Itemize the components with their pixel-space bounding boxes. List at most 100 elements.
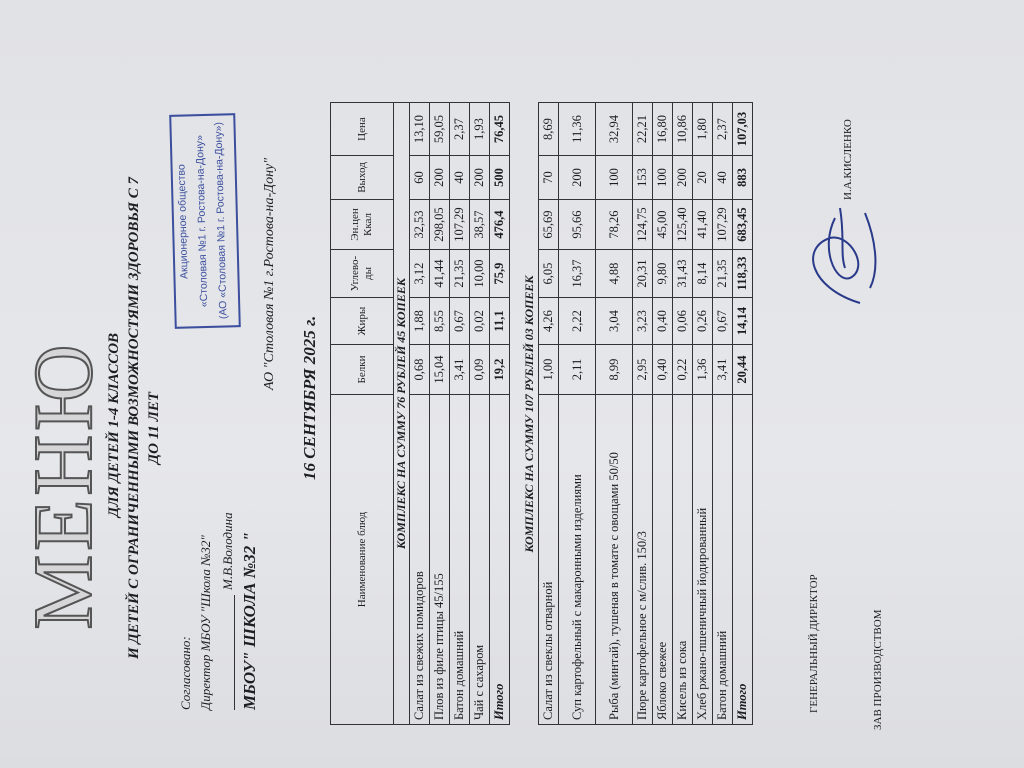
complex-title: КОМПЛЕКС НА СУММУ 107 РУБЛЕЙ 03 КОПЕЕК bbox=[522, 275, 536, 553]
complex-title-row: КОМПЛЕКС НА СУММУ 76 РУБЛЕЙ 45 КОПЕЕК bbox=[393, 102, 410, 725]
protein-cell: 0,40 bbox=[652, 344, 673, 395]
price-cell: 107,03 bbox=[732, 102, 753, 156]
dish-name: Яблоко свежее bbox=[652, 394, 673, 725]
complex-title: КОМПЛЕКС НА СУММУ 76 РУБЛЕЙ 45 КОПЕЕК bbox=[393, 102, 410, 725]
total-row: Итого 19,2 11,1 75,9 476,4 500 76,45 bbox=[489, 102, 510, 725]
yield-cell: 60 bbox=[409, 155, 430, 200]
dish-name: Салат из свежих помидоров bbox=[409, 394, 430, 725]
yield-cell: 100 bbox=[652, 155, 673, 200]
price-cell: 8,69 bbox=[538, 102, 559, 156]
dish-name: Пюре картофельное с м/слив. 150/3 bbox=[632, 394, 653, 725]
approval-school: МБОУ" ШКОЛА №32 " bbox=[240, 532, 259, 710]
table-row: Салат из свеклы отварной 1,00 4,26 6,05 65,6… bbox=[538, 102, 559, 725]
dish-name: Итого bbox=[732, 394, 753, 725]
fat-cell: 11,1 bbox=[489, 297, 510, 345]
dish-name: Плов из филе птицы 45/155 bbox=[429, 394, 450, 725]
table-row: Плов из филе птицы 45/155 15,04 8,55 41,44 2… bbox=[429, 102, 450, 725]
protein-cell: 20,44 bbox=[732, 344, 753, 395]
header-price: Цена bbox=[330, 102, 394, 156]
yield-cell: 200 bbox=[558, 155, 596, 200]
yield-cell: 70 bbox=[538, 155, 559, 200]
header-yield: Выход bbox=[330, 155, 394, 200]
header-carbs: Углево-ды bbox=[330, 249, 394, 298]
header-protein: Белки bbox=[330, 344, 394, 395]
fat-cell: 0,67 bbox=[449, 297, 470, 345]
subtitle-line-1: ДЛЯ ДЕТЕЙ 1-4 КЛАССОВ bbox=[106, 332, 122, 518]
header-energy: Эн.цен Ккал bbox=[330, 199, 394, 250]
table-row: Батон домашний 3,41 0,67 21,35 107,29 40 2,37 bbox=[449, 102, 470, 725]
energy-cell: 124,75 bbox=[632, 199, 653, 250]
total-row: Итого 20,44 14,14 118,33 683,45 883 107,03 bbox=[732, 102, 753, 725]
price-cell: 59,05 bbox=[429, 102, 450, 156]
energy-cell: 107,29 bbox=[712, 199, 733, 250]
yield-cell: 500 bbox=[489, 155, 510, 200]
menu-title: МЕНЮ bbox=[16, 340, 111, 631]
protein-cell: 2,95 bbox=[632, 344, 653, 395]
table-row: Чай с сахаром 0,09 0,02 10,00 38,57 200 1,93 bbox=[469, 102, 490, 725]
carbs-cell: 6,05 bbox=[538, 249, 559, 298]
table-header: Наименование блюд Белки Жиры Углево-ды Э… bbox=[330, 102, 394, 725]
price-cell: 16,80 bbox=[652, 102, 673, 156]
company-name: АО "Столовая №1 г.Ростова-на-Дону" bbox=[262, 157, 277, 390]
energy-cell: 65,69 bbox=[538, 199, 559, 250]
dish-name: Салат из свеклы отварной bbox=[538, 394, 559, 725]
dish-name: Хлеб ржано-пшеничный йодированный bbox=[692, 394, 713, 725]
signature-line bbox=[234, 595, 235, 710]
price-cell: 32,94 bbox=[595, 102, 633, 156]
energy-cell: 95,66 bbox=[558, 199, 596, 250]
protein-cell: 3,41 bbox=[712, 344, 733, 395]
protein-cell: 1,36 bbox=[692, 344, 713, 395]
protein-cell: 0,68 bbox=[409, 344, 430, 395]
director-name: И.А.КИСЛЕНКО bbox=[842, 119, 854, 200]
subtitle-line-2: И ДЕТЕЙ С ОГРАНИЧЕННЫМИ ВОЗМОЖНОСТЯМИ ЗД… bbox=[126, 177, 142, 659]
table-row: Салат из свежих помидоров 0,68 1,88 3,12 32,… bbox=[409, 102, 430, 725]
header-name: Наименование блюд bbox=[330, 394, 394, 725]
dish-name: Рыба (минтай), тушеная в томате с овощам… bbox=[595, 394, 633, 725]
dish-name: Итого bbox=[489, 394, 510, 725]
fat-cell: 3,23 bbox=[632, 297, 653, 345]
price-cell: 1,80 bbox=[692, 102, 713, 156]
header-fat: Жиры bbox=[330, 297, 394, 345]
table-row: Рыба (минтай), тушеная в томате с овощам… bbox=[595, 102, 633, 725]
price-cell: 11,36 bbox=[558, 102, 596, 156]
carbs-cell: 75,9 bbox=[489, 249, 510, 298]
fat-cell: 3,04 bbox=[595, 297, 633, 345]
complex-1-rows: Салат из свежих помидоров 0,68 1,88 3,12 32,… bbox=[409, 102, 510, 725]
dish-name: Чай с сахаром bbox=[469, 394, 490, 725]
carbs-cell: 3,12 bbox=[409, 249, 430, 298]
yield-cell: 20 bbox=[692, 155, 713, 200]
subtitle-line-3: ДО 11 ЛЕТ bbox=[146, 391, 162, 465]
carbs-cell: 21,35 bbox=[712, 249, 733, 298]
production-label: ЗАВ ПРОИЗВОДСТВОМ bbox=[872, 609, 884, 731]
energy-cell: 32,53 bbox=[409, 199, 430, 250]
price-cell: 76,45 bbox=[489, 102, 510, 156]
dish-name: Кисель из сока bbox=[672, 394, 693, 725]
energy-cell: 78,26 bbox=[595, 199, 633, 250]
table-row: Пюре картофельное с м/слив. 150/3 2,95 3,2… bbox=[632, 102, 653, 725]
yield-cell: 100 bbox=[595, 155, 633, 200]
energy-cell: 476,4 bbox=[489, 199, 510, 250]
fat-cell: 14,14 bbox=[732, 297, 753, 345]
dish-name: Суп картофельный с макаронными изделиями bbox=[558, 394, 596, 725]
menu-table-2: Салат из свеклы отварной 1,00 4,26 6,05 65,6… bbox=[538, 102, 753, 725]
carbs-cell: 118,33 bbox=[732, 249, 753, 298]
fat-cell: 0,06 bbox=[672, 297, 693, 345]
protein-cell: 15,04 bbox=[429, 344, 450, 395]
dish-name: Батон домашний bbox=[449, 394, 470, 725]
table-row: Хлеб ржано-пшеничный йодированный 1,36 0,2… bbox=[692, 102, 713, 725]
dish-name: Батон домашний bbox=[712, 394, 733, 725]
protein-cell: 8,99 bbox=[595, 344, 633, 395]
approval-label: Согласовано: bbox=[178, 636, 193, 710]
carbs-cell: 21,35 bbox=[449, 249, 470, 298]
fat-cell: 0,67 bbox=[712, 297, 733, 345]
table-row: Батон домашний 3,41 0,67 21,35 107,29 40 2,37 bbox=[712, 102, 733, 725]
table-row: Кисель из сока 0,22 0,06 31,43 125,40 200 10,8… bbox=[672, 102, 693, 725]
carbs-cell: 9,80 bbox=[652, 249, 673, 298]
protein-cell: 1,00 bbox=[538, 344, 559, 395]
yield-cell: 883 bbox=[732, 155, 753, 200]
energy-cell: 298,05 bbox=[429, 199, 450, 250]
carbs-cell: 16,37 bbox=[558, 249, 596, 298]
carbs-cell: 31,43 bbox=[672, 249, 693, 298]
table-row: Суп картофельный с макаронными изделиями… bbox=[558, 102, 596, 725]
